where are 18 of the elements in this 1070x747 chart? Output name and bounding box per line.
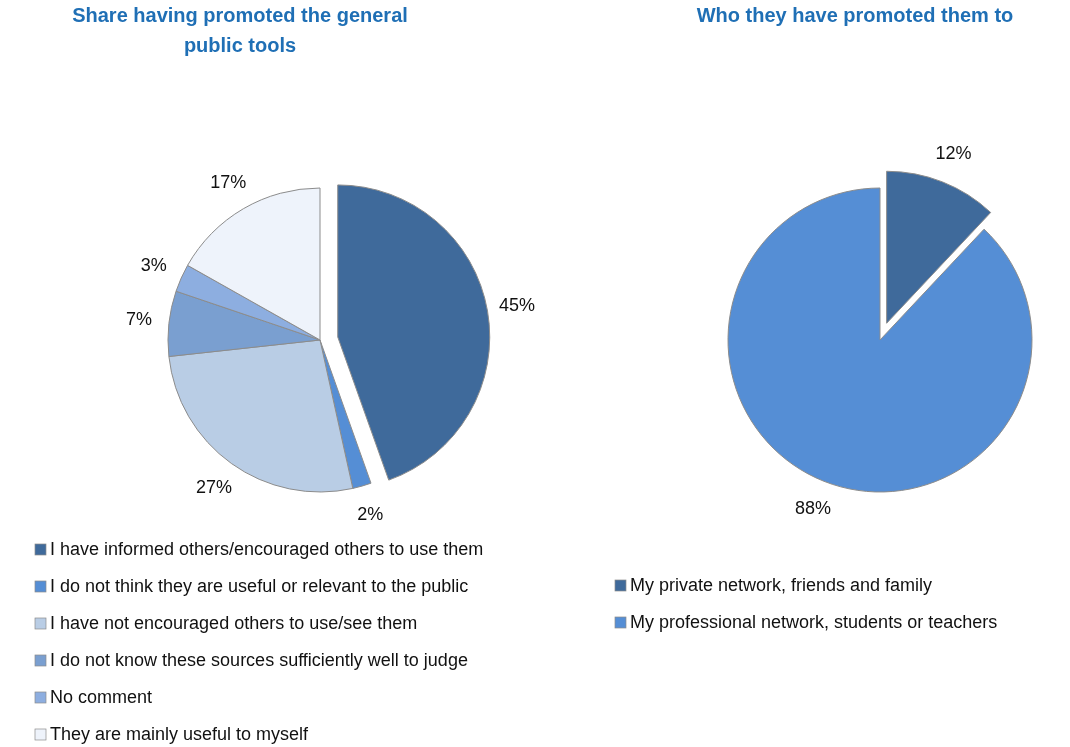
data-label: 88% xyxy=(794,497,832,518)
data-label: 3% xyxy=(140,254,167,275)
data-label: 17% xyxy=(210,171,247,192)
data-label: 27% xyxy=(195,476,232,497)
legend-label: I do not know these sources sufficiently well to judge xyxy=(50,649,468,670)
chart-title: Who they have promoted them to xyxy=(696,4,1014,26)
data-label: 45% xyxy=(499,294,536,315)
data-label: 12% xyxy=(935,142,972,163)
legend-label: I have informed others/encouraged others to use them xyxy=(50,538,484,559)
legend-label: They are mainly useful to myself xyxy=(50,723,310,744)
legend-label: My private network, friends and family xyxy=(630,574,933,595)
legend-label: I have not encouraged others to use/see them xyxy=(50,612,418,633)
chart-title: Share having promoted the general public tools xyxy=(72,4,408,56)
data-label: 2% xyxy=(357,503,384,524)
legend-label: My professional network, students or teachers xyxy=(630,611,998,632)
legend-label: No comment xyxy=(50,686,153,707)
legend-label: I do not think they are useful or relevant to the public xyxy=(50,575,469,596)
data-label: 7% xyxy=(126,308,153,329)
